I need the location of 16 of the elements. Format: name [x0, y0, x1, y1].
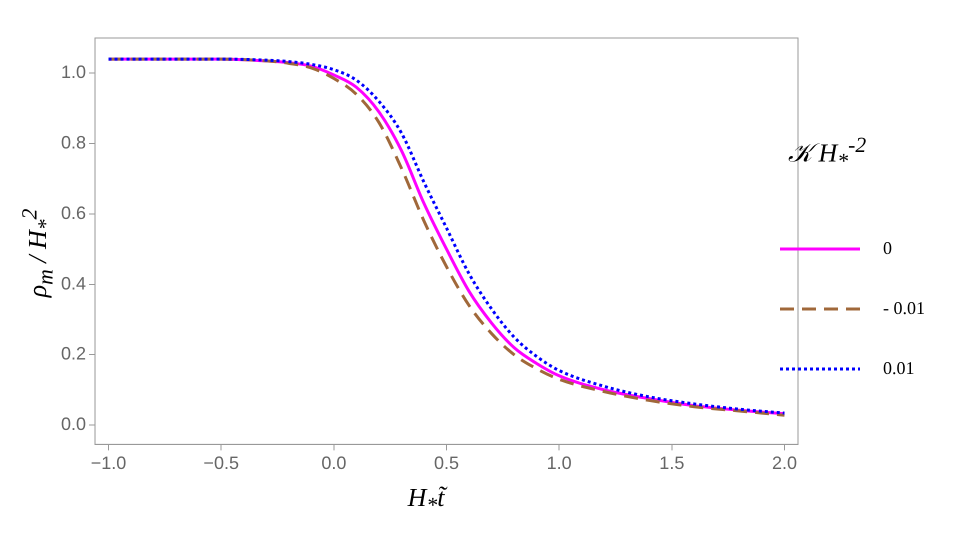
x-tick-label: 0.0 — [321, 453, 346, 474]
x-tick-label: −0.5 — [203, 453, 239, 474]
x-tick-label: 0.5 — [434, 453, 460, 474]
x-tick-label: −1.0 — [90, 453, 126, 474]
y-tick-label: 0.6 — [60, 202, 86, 223]
x-tick-label: 2.0 — [772, 453, 797, 474]
legend-label: 0.01 — [883, 358, 914, 380]
x-tick-label: 1.5 — [659, 453, 684, 474]
legend-label: - 0.01 — [883, 298, 925, 320]
y-tick-label: 0.4 — [60, 273, 86, 294]
legend-label: 0 — [883, 238, 892, 260]
x-tick-label: 1.0 — [546, 453, 572, 474]
y-tick-label: 0.2 — [60, 344, 86, 364]
y-tick-label: 1.0 — [60, 62, 86, 82]
y-tick-label: 0.0 — [60, 414, 86, 434]
y-tick-label: 0.8 — [60, 132, 86, 153]
